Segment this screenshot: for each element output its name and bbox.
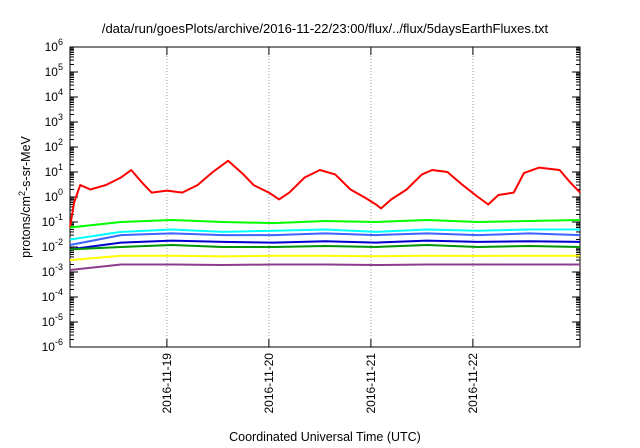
series-line-3 [69, 232, 581, 246]
y-axis-ticks: 10-610-510-410-310-210-11001011021031041… [42, 37, 580, 354]
y-tick-exp: -2 [55, 237, 63, 247]
y-tick-base: 10 [45, 65, 59, 79]
series-line-4 [69, 239, 581, 251]
y-tick-exp: -6 [55, 337, 63, 347]
y-tick-exp: 5 [58, 62, 63, 72]
series-lines [69, 159, 581, 271]
y-tick-label: 101 [45, 162, 63, 179]
y-axis-label-sup: 2 [17, 191, 27, 196]
y-tick-label: 10-6 [42, 337, 63, 354]
y-tick-exp: 3 [58, 112, 63, 122]
y-axis-label-post: -s-sr-MeV [19, 135, 33, 191]
x-tick-label: 2016-11-22 [466, 353, 480, 414]
y-tick-label: 10-3 [42, 262, 63, 279]
y-tick-base: 10 [45, 90, 59, 104]
x-tick-label: 2016-11-19 [160, 353, 174, 414]
y-tick-base: 10 [42, 290, 56, 304]
y-tick-label: 10-4 [42, 287, 63, 304]
y-tick-base: 10 [45, 115, 59, 129]
plot-frame [69, 46, 581, 348]
y-tick-exp: 2 [58, 137, 63, 147]
y-tick-exp: 4 [58, 87, 63, 97]
x-axis-label: Coordinated Universal Time (UTC) [229, 430, 421, 444]
y-tick-base: 10 [45, 165, 59, 179]
y-tick-label: 104 [45, 87, 63, 104]
series-line-2 [69, 228, 580, 241]
y-tick-base: 10 [42, 340, 56, 354]
grid-lines [166, 47, 474, 347]
y-tick-base: 10 [42, 215, 56, 229]
y-tick-base: 10 [45, 40, 59, 54]
x-tick-label: 2016-11-21 [364, 353, 378, 414]
y-tick-exp: 1 [58, 162, 63, 172]
y-tick-base: 10 [42, 265, 56, 279]
y-tick-base: 10 [45, 190, 59, 204]
y-tick-label: 10-1 [42, 212, 63, 229]
chart-title: /data/run/goesPlots/archive/2016-11-22/2… [102, 21, 549, 36]
y-tick-label: 105 [45, 62, 63, 79]
y-tick-exp: 0 [58, 187, 63, 197]
y-tick-exp: -4 [55, 287, 63, 297]
x-tick-label: 2016-11-20 [262, 353, 276, 414]
y-tick-label: 103 [45, 112, 63, 129]
y-tick-label: 10-5 [42, 312, 63, 329]
y-axis-label-pre: protons/cm [19, 196, 33, 258]
series-line-7 [69, 263, 580, 271]
y-axis-label: protons/cm2-s-sr-MeV [17, 135, 33, 257]
x-axis-ticks: 2016-11-19 2016-11-20 2016-11-21 2016-11-22 [160, 47, 480, 414]
series-line-0 [69, 159, 581, 228]
y-tick-base: 10 [42, 240, 56, 254]
y-tick-base: 10 [42, 315, 56, 329]
series-line-1 [69, 219, 581, 229]
y-tick-label: 106 [45, 37, 63, 54]
series-line-6 [69, 254, 580, 262]
series-line-5 [69, 244, 581, 251]
y-tick-label: 10-2 [42, 237, 63, 254]
y-tick-base: 10 [45, 140, 59, 154]
y-tick-exp: 6 [58, 37, 63, 47]
y-tick-exp: -3 [55, 262, 63, 272]
y-tick-exp: -1 [55, 212, 63, 222]
y-tick-label: 100 [45, 187, 63, 204]
y-tick-label: 102 [45, 137, 63, 154]
y-tick-exp: -5 [55, 312, 63, 322]
